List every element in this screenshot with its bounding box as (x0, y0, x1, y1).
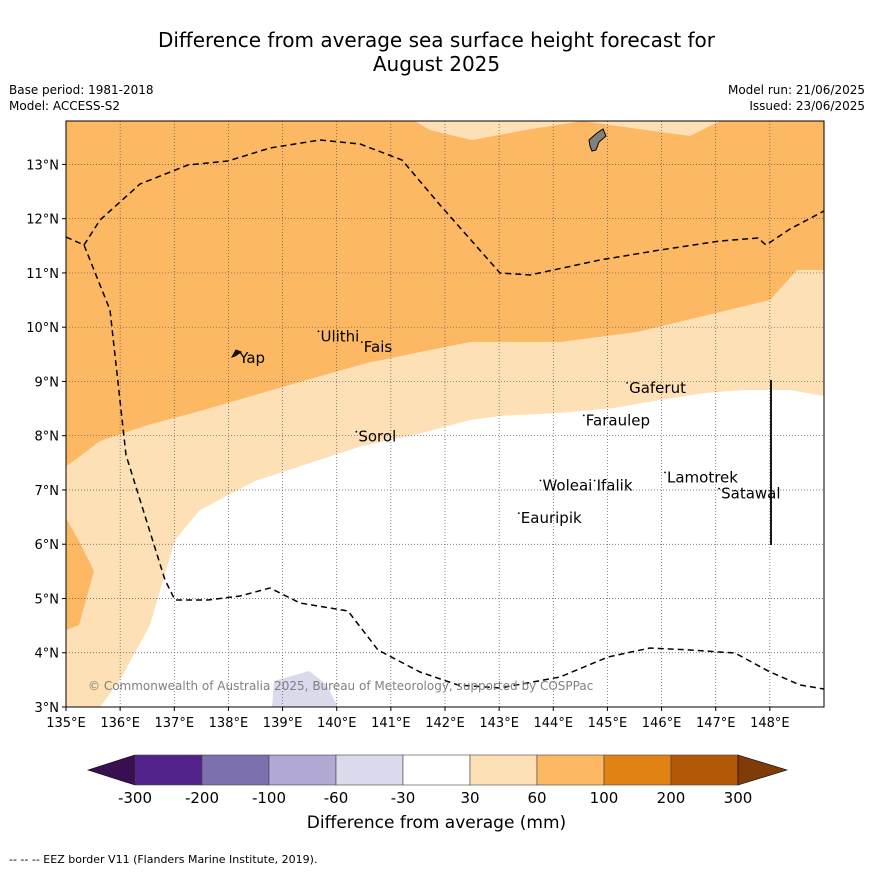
place-label-ifalik: Ifalik (597, 477, 633, 495)
tick-label-lon: 145°E (588, 716, 628, 731)
gridlines (66, 121, 824, 707)
title-line-2: August 2025 (372, 52, 501, 76)
tick-label-lon: 147°E (696, 716, 736, 731)
place-label-sorol: Sorol (358, 428, 396, 446)
tick-label-lon: 141°E (371, 716, 411, 731)
colorbar-label: 300 (724, 789, 753, 807)
tick-label-lat: 6°N (35, 538, 60, 553)
place-marker (582, 414, 585, 417)
issued-date: Issued: 23/06/2025 (749, 99, 865, 113)
place-marker (718, 487, 721, 490)
place-labels: Yap Ulithi Fais Sorol Gaferut Faraulep Woleai I… (236, 327, 781, 527)
tick-label-lat: 5°N (35, 592, 60, 607)
place-marker (360, 341, 363, 344)
meta-right: Model run: 21/06/2025 Issued: 23/06/2025 (728, 82, 865, 114)
colorbar-label: -60 (324, 789, 349, 807)
guam-island (588, 128, 607, 152)
colorbar-segment (603, 754, 672, 786)
place-label-lamotrek: Lamotrek (667, 468, 738, 486)
colorbar-label: -200 (185, 789, 219, 807)
colorbar-segment (670, 754, 739, 786)
footer-note: -- -- -- EEZ border V11 (Flanders Marine… (9, 853, 318, 866)
tick-label-lon: 135°E (46, 716, 86, 731)
meta-left: Base period: 1981-2018 Model: ACCESS-S2 (9, 82, 154, 114)
tick-label-lon: 143°E (479, 716, 519, 731)
place-label-yap: Yap (238, 349, 265, 367)
tick-label-lat: 13°N (26, 158, 59, 173)
colorbar-segment (268, 754, 337, 786)
copyright-notice: © Commonwealth of Australia 2025, Bureau… (88, 679, 593, 693)
colorbar-segment (402, 754, 471, 786)
place-label-faraulep: Faraulep (586, 411, 650, 429)
colorbar-right-arrow (737, 754, 789, 786)
place-marker (517, 512, 520, 514)
tick-label-lat: 10°N (26, 321, 59, 336)
band-30-60-north-patch (415, 121, 720, 140)
colorbar-segment (335, 754, 404, 786)
tick-label-lon: 139°E (263, 716, 303, 731)
colorbar-label: -100 (252, 789, 286, 807)
colorbar-label: 100 (590, 789, 619, 807)
axis-ticks: 135°E 136°E 137°E 138°E 139°E 140°E 141°E 142°E… (26, 158, 789, 731)
base-period: Base period: 1981-2018 (9, 83, 154, 97)
colorbar-segment (134, 754, 203, 786)
eez-line-top (83, 139, 825, 276)
place-marker (355, 430, 358, 433)
colorbar-label: -30 (391, 789, 416, 807)
colorbar-label: -300 (118, 789, 152, 807)
colorbar-left-arrow (87, 754, 136, 786)
place-marker (317, 330, 320, 333)
band-60-100-west (66, 518, 94, 630)
place-label-gaferut: Gaferut (629, 379, 686, 397)
band-60-100-north (66, 121, 824, 466)
tick-label-lon: 148°E (750, 716, 790, 731)
tick-label-lon: 146°E (642, 716, 682, 731)
place-marker (626, 381, 628, 384)
colorbar-label: 200 (657, 789, 686, 807)
band-neutral (100, 390, 824, 707)
place-marker (539, 479, 542, 482)
colorbar-segment (536, 754, 605, 786)
colorbar: -300 -200 -100 -60 -30 30 60 100 200 300 (87, 754, 789, 807)
eez-line-north (65, 236, 825, 690)
title-line-1: Difference from average sea surface heig… (157, 28, 716, 52)
colorbar-segment (469, 754, 538, 786)
colorbar-label: 60 (527, 789, 546, 807)
tick-label-lon: 136°E (100, 716, 140, 731)
tick-label-lat: 3°N (35, 701, 60, 716)
model-run: Model run: 21/06/2025 (727, 83, 865, 97)
tick-label-lat: 4°N (35, 647, 60, 662)
place-marker (664, 471, 666, 474)
place-label-ulithi: Ulithi (320, 327, 359, 345)
place-label-eauripik: Eauripik (521, 509, 582, 527)
colorbar-title: Difference from average (mm) (306, 813, 567, 833)
tick-label-lon: 144°E (534, 716, 574, 731)
colorbar-segment (201, 754, 270, 786)
model-name: Model: ACCESS-S2 (9, 99, 121, 113)
tick-label-lon: 142°E (425, 716, 465, 731)
place-marker (236, 352, 239, 354)
tick-label-lon: 138°E (209, 716, 249, 731)
tick-label-lat: 7°N (35, 484, 60, 499)
tick-label-lon: 137°E (155, 716, 195, 731)
place-label-woleai: Woleai (542, 477, 592, 495)
tick-label-lat: 12°N (26, 213, 59, 228)
tick-label-lat: 8°N (35, 430, 60, 445)
band-neg-30-60 (272, 671, 338, 707)
place-label-satawal: Satawal (721, 485, 780, 503)
colorbar-label: 30 (460, 789, 479, 807)
tick-label-lat: 9°N (35, 375, 60, 390)
place-label-fais: Fais (364, 338, 393, 356)
eez-border (65, 139, 825, 690)
chart-title: Difference from average sea surface heig… (0, 28, 873, 76)
tick-label-lat: 11°N (26, 267, 59, 282)
place-marker (593, 479, 596, 482)
tick-label-lon: 140°E (317, 716, 357, 731)
